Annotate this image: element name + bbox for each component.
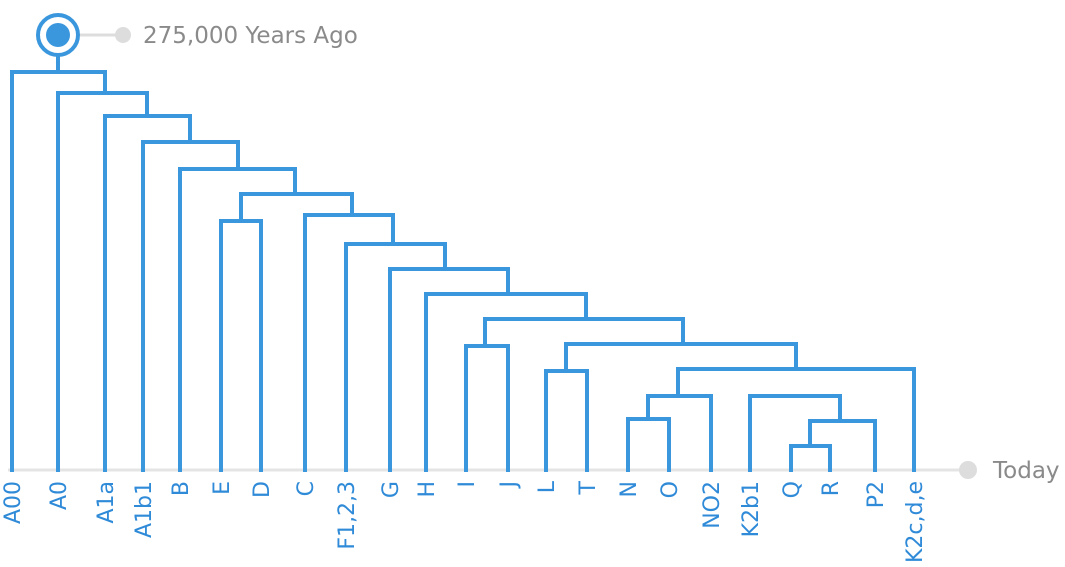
leaf-label-q[interactable]: Q [780, 481, 805, 498]
branch-lt-split [544, 369, 589, 472]
branch-q-r-split [789, 444, 832, 472]
leaf-label-e[interactable]: E [210, 481, 235, 495]
branch-n-o-split [626, 417, 671, 472]
leaf-label-t[interactable]: T [576, 480, 601, 495]
leaf-label-j[interactable]: J [497, 481, 522, 490]
leaf-label-k2b1[interactable]: K2b1 [739, 481, 764, 537]
root-target-icon[interactable] [36, 13, 80, 57]
branch-f-split [344, 242, 447, 472]
leaf-label-r[interactable]: R [819, 481, 844, 496]
branch-a00-split [10, 70, 107, 472]
top-time-label: 275,000 Years Ago [143, 23, 358, 49]
leaf-label-g[interactable]: G [379, 481, 404, 498]
branch-de-ct-split [239, 192, 354, 223]
top-time-dot-icon [115, 27, 131, 43]
today-label: Today [992, 458, 1060, 484]
today-dot-icon [959, 461, 977, 479]
leaf-label-k2c-d-e[interactable]: K2c,d,e [903, 481, 928, 563]
leaf-labels: A00 A0 A1a A1b1 B E D C F1,2,3 G H I J L T N O NO2 K2b1 Q R P… [1, 480, 928, 563]
leaf-label-h[interactable]: H [415, 481, 440, 498]
branch-qr-p2-split [808, 419, 877, 472]
branch-k2b-split [748, 394, 842, 472]
branch-no-p-split [676, 367, 916, 472]
branch-c-split [303, 213, 395, 472]
branch-a1a-split [103, 114, 192, 472]
branch-no-split [646, 394, 713, 472]
leaf-label-a00[interactable]: A00 [1, 481, 26, 524]
leaf-label-a0[interactable]: A0 [47, 481, 72, 510]
branch-a0-split [56, 91, 149, 472]
branch-g-split [388, 267, 510, 472]
leaf-label-a1a[interactable]: A1a [94, 481, 119, 524]
branch-h-split [424, 292, 588, 472]
branch-de-split [219, 219, 263, 472]
leaf-label-a1b1[interactable]: A1b1 [132, 481, 157, 538]
leaf-label-o[interactable]: O [658, 481, 683, 498]
leaf-label-no2[interactable]: NO2 [700, 481, 725, 529]
branch-lt-k-split [564, 342, 798, 373]
leaf-label-d[interactable]: D [250, 481, 275, 498]
leaf-label-n[interactable]: N [617, 481, 642, 497]
branch-ij-split [464, 344, 510, 472]
branch-a1b1-split [141, 140, 240, 472]
leaf-label-b[interactable]: B [169, 481, 194, 496]
leaf-label-f1-2-3[interactable]: F1,2,3 [335, 481, 360, 550]
branch-b-split [178, 167, 297, 472]
leaf-label-p2[interactable]: P2 [864, 481, 889, 508]
tree-branches [10, 50, 916, 472]
branch-ij-lt-split [483, 317, 685, 348]
leaf-label-c[interactable]: C [294, 481, 319, 496]
leaf-label-l[interactable]: L [535, 480, 560, 493]
leaf-label-i[interactable]: I [455, 481, 480, 488]
